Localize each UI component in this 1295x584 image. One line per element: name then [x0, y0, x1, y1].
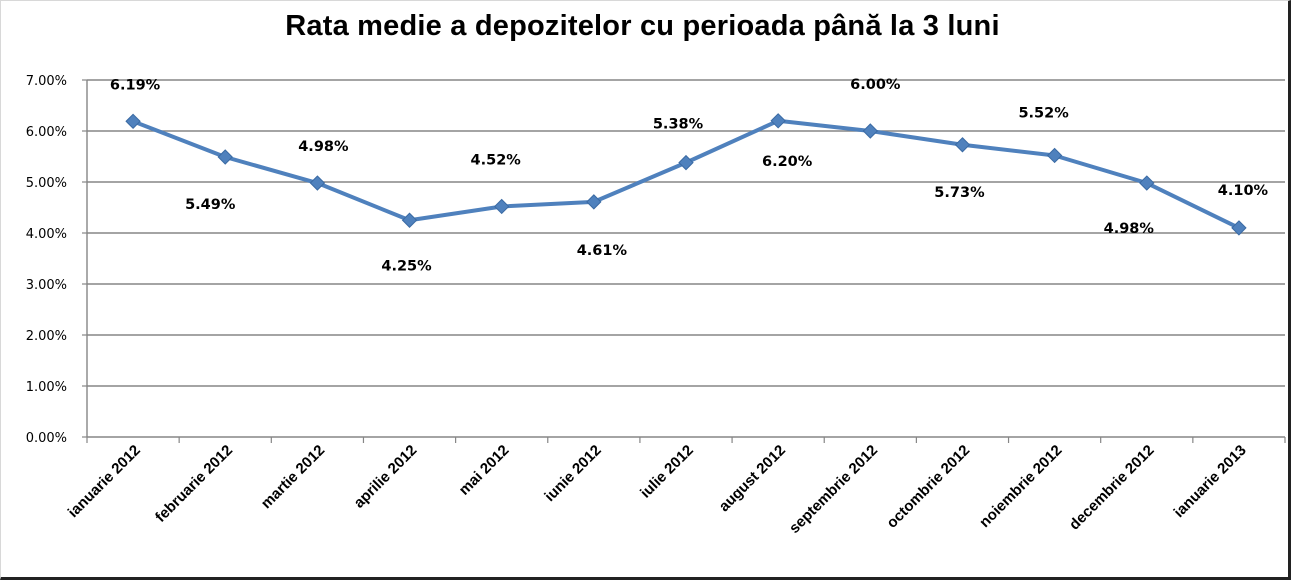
x-tick-label: august 2012	[716, 442, 789, 515]
x-tick-label: noiembrie 2012	[976, 442, 1065, 531]
x-tick-label: decembrie 2012	[1066, 442, 1158, 534]
x-tick-label: februarie 2012	[152, 442, 236, 526]
gridlines	[82, 79, 1285, 438]
x-tick-label: septembrie 2012	[786, 442, 881, 537]
data-label: 6.20%	[762, 154, 813, 170]
data-point-marker	[862, 123, 879, 139]
data-point-marker	[125, 113, 141, 130]
y-tick-label: 7.00%	[26, 74, 67, 89]
data-label: 6.19%	[110, 77, 161, 93]
x-tick-label: ianuarie 2012	[65, 442, 144, 521]
series-markers	[125, 113, 1247, 236]
x-tick-labels: ianuarie 2012 februarie 2012 martie 2012 ap…	[65, 442, 1250, 537]
x-tick-label: aprilie 2012	[351, 442, 421, 512]
data-label: 4.25%	[381, 258, 432, 274]
y-tick-label: 5.00%	[26, 176, 67, 191]
x-tick-label: iunie 2012	[541, 442, 604, 505]
data-point-marker	[401, 212, 418, 228]
y-tick-label: 2.00%	[26, 329, 67, 344]
data-label: 4.98%	[298, 139, 349, 155]
data-point-marker	[1231, 220, 1247, 236]
data-point-marker	[1139, 175, 1155, 191]
y-tick-label: 3.00%	[26, 278, 67, 293]
data-point-marker	[493, 198, 510, 215]
x-tick-label: martie 2012	[258, 442, 328, 512]
data-label: 6.00%	[850, 77, 901, 93]
series-line	[132, 118, 1240, 230]
data-point-marker	[954, 137, 971, 153]
y-tick-label: 4.00%	[26, 227, 67, 242]
y-tick-label: 0.00%	[26, 431, 67, 446]
x-tick-label: iulie 2012	[637, 442, 697, 502]
data-point-marker	[678, 154, 694, 171]
data-label: 4.10%	[1218, 183, 1269, 199]
data-labels: 6.19% 5.49% 4.98% 4.25% 4.52% 4.61% 5.38% 6.20%…	[110, 77, 1269, 274]
data-point-marker	[309, 175, 326, 191]
x-tick-label: mai 2012	[456, 442, 513, 499]
y-tick-label: 1.00%	[26, 380, 67, 395]
series-line-path	[132, 118, 1240, 230]
data-label: 5.38%	[653, 117, 704, 133]
data-label: 5.73%	[934, 185, 985, 201]
data-label: 5.52%	[1018, 105, 1069, 121]
data-label: 4.52%	[471, 152, 522, 168]
x-tick-label: octombrie 2012	[883, 442, 973, 532]
data-label: 4.61%	[577, 243, 628, 259]
y-tick-label: 6.00%	[26, 125, 67, 140]
chart-title: Rata medie a depozitelor cu perioada pân…	[285, 10, 1000, 42]
data-point-marker	[770, 113, 786, 129]
data-point-marker	[217, 149, 233, 165]
y-tick-labels: 0.00% 1.00% 2.00% 3.00% 4.00% 5.00% 6.00% 7.00%	[26, 74, 67, 446]
data-label: 4.98%	[1104, 221, 1155, 237]
data-label: 5.49%	[185, 197, 236, 213]
data-point-marker	[586, 194, 602, 210]
x-tick-label: ianuarie 2013	[1171, 442, 1250, 521]
x-axis	[86, 80, 1286, 443]
data-point-marker	[1046, 147, 1063, 164]
